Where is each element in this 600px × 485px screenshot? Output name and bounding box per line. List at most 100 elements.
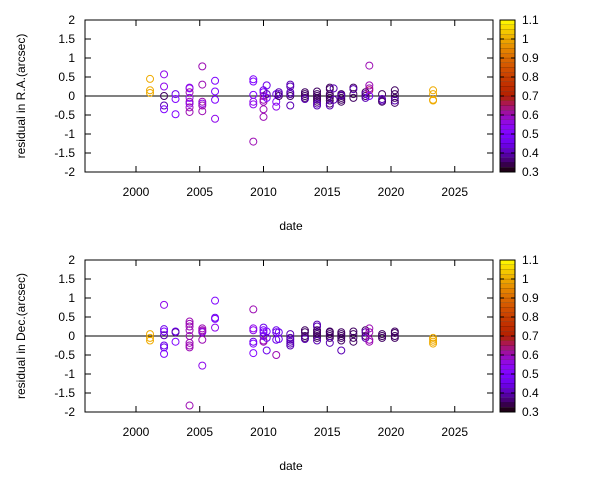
data-point: [160, 82, 169, 91]
colorbar-band: [499, 345, 516, 351]
data-point: [146, 88, 155, 97]
colorbar-tick-label: 0.7: [522, 329, 539, 343]
x-tick-label: 2020: [378, 425, 405, 439]
data-point: [198, 361, 207, 370]
data-point: [365, 61, 374, 70]
x-tick-label: 2020: [378, 185, 405, 199]
data-point: [198, 80, 207, 89]
data-point: [365, 92, 374, 100]
colorbar-band: [499, 392, 516, 398]
colorbar-band: [499, 67, 516, 73]
colorbar-band: [499, 321, 516, 327]
data-point: [249, 97, 258, 106]
data-point: [211, 296, 220, 305]
colorbar-band: [499, 259, 516, 265]
colorbar-tick-label: 1.1: [522, 13, 539, 27]
data-point: [286, 330, 295, 339]
data-point: [274, 90, 283, 99]
data-point: [349, 93, 358, 102]
data-point: [211, 95, 220, 104]
data-point: [160, 101, 169, 110]
data-point: [313, 336, 322, 345]
data-point: [349, 85, 358, 94]
y-tick-label: -2: [64, 165, 75, 179]
x-tick-label: 2025: [441, 425, 468, 439]
colorbar-band: [499, 148, 516, 154]
colorbar-band: [499, 354, 516, 360]
data-point: [249, 77, 258, 86]
x-axis-label: date: [279, 459, 303, 473]
colorbar-band: [499, 81, 516, 87]
data-point: [365, 81, 374, 90]
data-point: [337, 346, 346, 355]
data-point: [390, 98, 399, 107]
data-point: [185, 88, 194, 97]
y-tick-label: -1: [64, 367, 75, 381]
data-point: [313, 322, 322, 331]
colorbar-tick-label: 0.6: [522, 348, 539, 362]
data-point: [171, 90, 180, 99]
data-point: [171, 110, 180, 119]
data-point: [349, 330, 358, 339]
data-point: [378, 90, 387, 99]
y-tick-label: -0.5: [54, 108, 75, 122]
data-point: [249, 326, 258, 335]
colorbar-band: [499, 278, 516, 284]
plot-frame: [84, 19, 494, 173]
data-point: [198, 107, 207, 116]
data-point: [249, 90, 258, 99]
y-tick-label: -1: [64, 127, 75, 141]
data-point: [325, 101, 334, 110]
data-point: [313, 92, 322, 100]
data-point: [325, 96, 334, 105]
y-tick-label: -0.5: [54, 348, 75, 362]
colorbar-band: [499, 62, 516, 68]
data-point: [185, 319, 194, 328]
data-point: [160, 327, 169, 336]
colorbar-band: [499, 29, 516, 35]
data-point: [361, 93, 370, 102]
colorbar-band: [499, 95, 516, 101]
data-point: [378, 333, 387, 342]
data-point: [329, 84, 338, 93]
data-point: [185, 338, 194, 347]
data-point: [272, 90, 281, 99]
x-tick-label: 2025: [441, 185, 468, 199]
data-point: [329, 95, 338, 104]
colorbar-band: [499, 24, 516, 30]
data-point: [272, 351, 281, 359]
data-point: [390, 93, 399, 102]
data-point: [390, 90, 399, 99]
colorbar-tick-label: 0.6: [522, 108, 539, 122]
colorbar-tick-label: 0.7: [522, 89, 539, 103]
data-point: [365, 324, 374, 333]
colorbar-band: [499, 264, 516, 270]
data-point: [185, 317, 194, 326]
x-tick-label: 2015: [314, 425, 341, 439]
data-point: [349, 333, 358, 342]
colorbar-band: [499, 167, 516, 173]
data-point: [211, 314, 220, 323]
colorbar-band: [499, 388, 516, 394]
data-point: [325, 333, 334, 342]
data-point: [262, 346, 271, 355]
data-point: [429, 339, 438, 348]
y-tick-label: -1.5: [54, 146, 75, 160]
colorbar-band: [499, 38, 516, 44]
y-tick-label: 1.5: [58, 32, 75, 46]
colorbar-band: [499, 307, 516, 313]
colorbar-band: [499, 335, 516, 341]
data-point: [160, 349, 169, 358]
data-point: [185, 401, 194, 410]
data-point: [337, 336, 346, 345]
data-point: [378, 97, 387, 106]
colorbar-band: [499, 53, 516, 59]
data-point: [160, 331, 169, 340]
colorbar-band: [499, 269, 516, 275]
data-point: [429, 86, 438, 95]
colorbar-band: [499, 331, 516, 337]
colorbar-tick-label: 0.3: [522, 405, 539, 419]
colorbar-band: [499, 157, 516, 163]
colorbar-tick-label: 0.9: [522, 291, 539, 305]
data-point: [185, 107, 194, 116]
